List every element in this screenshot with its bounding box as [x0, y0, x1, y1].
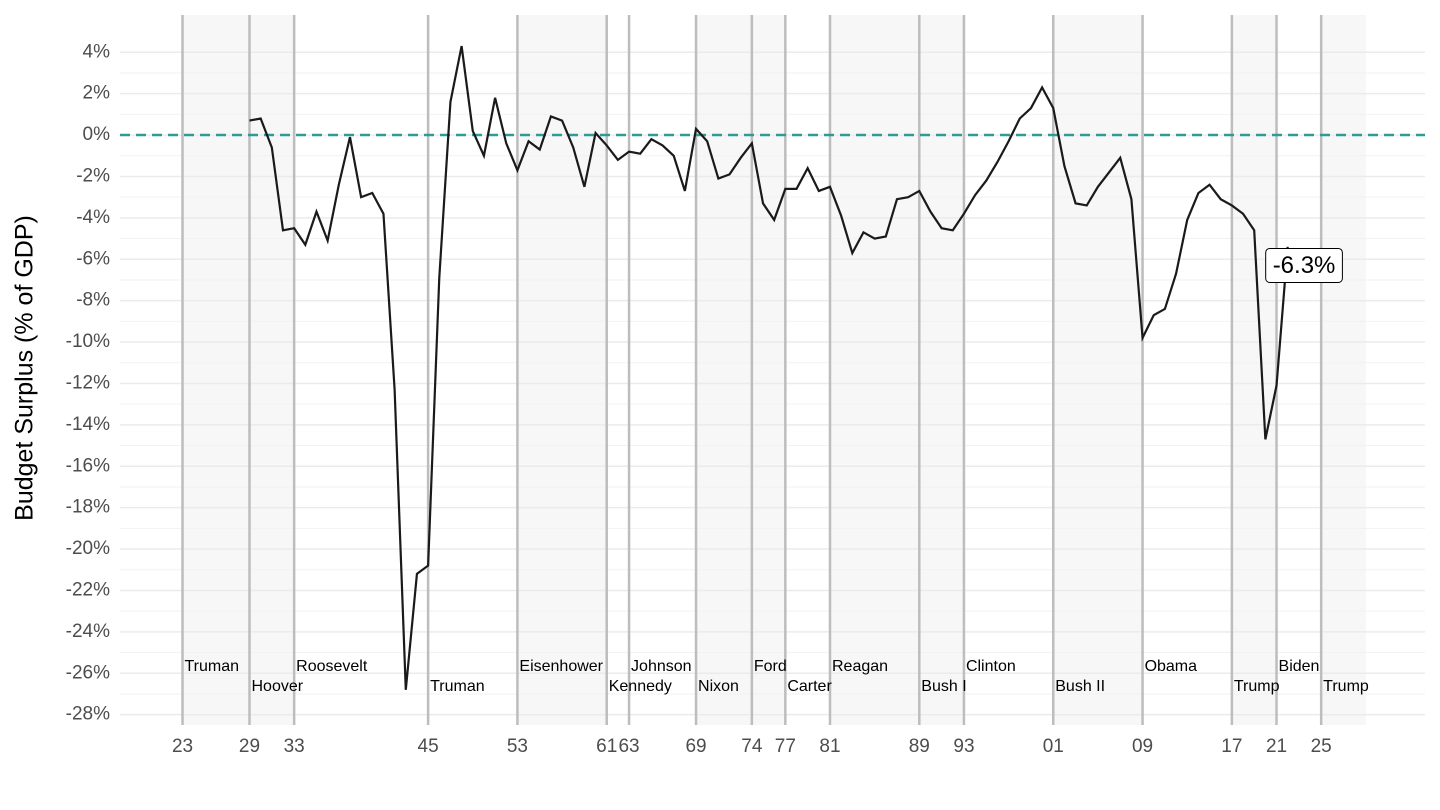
president-label: Carter	[787, 678, 832, 695]
president-band	[1321, 15, 1366, 725]
president-band	[182, 15, 250, 725]
y-tick-label: -20%	[66, 538, 110, 559]
president-band	[606, 15, 630, 725]
president-label: Kennedy	[609, 678, 672, 695]
x-tick-label: 09	[1132, 736, 1153, 757]
president-band	[919, 15, 964, 725]
president-band	[696, 15, 752, 725]
president-band	[963, 15, 1054, 725]
x-tick-label: 74	[741, 736, 763, 757]
president-label: Trump	[1323, 678, 1369, 695]
president-label: Bush I	[921, 678, 966, 695]
president-band	[428, 15, 518, 725]
y-tick-label: -10%	[66, 331, 110, 352]
president-label: Trump	[1234, 678, 1280, 695]
y-tick-label: -26%	[66, 662, 110, 683]
president-band	[751, 15, 786, 725]
annotation-box	[1265, 247, 1343, 283]
president-label: Eisenhower	[519, 658, 603, 675]
y-tick-label: -4%	[76, 207, 110, 228]
president-band	[294, 15, 429, 725]
x-tick-label: 25	[1311, 736, 1332, 757]
x-tick-label: 63	[618, 736, 639, 757]
x-tick-label: 69	[685, 736, 706, 757]
president-label: Johnson	[631, 658, 692, 675]
president-label: Hoover	[251, 678, 303, 695]
president-label: Obama	[1145, 658, 1198, 675]
x-tick-label: 01	[1043, 736, 1064, 757]
x-tick-label: 81	[819, 736, 840, 757]
y-tick-label: -16%	[66, 455, 110, 476]
y-tick-label: -14%	[66, 414, 110, 435]
x-tick-label: 29	[239, 736, 260, 757]
president-label: Bush II	[1055, 678, 1105, 695]
y-axis-label: Budget Surplus (% of GDP)	[11, 215, 39, 521]
president-band	[1142, 15, 1232, 725]
president-label: Truman	[185, 658, 240, 675]
president-label: Reagan	[832, 658, 888, 675]
x-tick-label: 61	[596, 736, 617, 757]
y-tick-label: -24%	[66, 621, 110, 642]
y-tick-label: -18%	[66, 497, 110, 518]
x-tick-label: 23	[172, 736, 193, 757]
x-tick-label: 45	[418, 736, 439, 757]
y-tick-label: -12%	[66, 372, 110, 393]
x-tick-label: 17	[1221, 736, 1242, 757]
x-tick-label: 33	[284, 736, 305, 757]
president-band	[517, 15, 607, 725]
president-label: Nixon	[698, 678, 739, 695]
y-tick-label: 2%	[83, 83, 111, 104]
y-tick-label: -28%	[66, 704, 110, 725]
annotation-label: -6.3%	[1273, 252, 1336, 279]
data-line	[249, 45, 1289, 690]
y-tick-label: -2%	[76, 165, 110, 186]
x-tick-label: 93	[953, 736, 974, 757]
president-label: Truman	[430, 678, 485, 695]
president-band	[1053, 15, 1143, 725]
president-label: Clinton	[966, 658, 1016, 675]
president-label: Roosevelt	[296, 658, 368, 675]
y-tick-label: -22%	[66, 579, 110, 600]
x-tick-label: 77	[775, 736, 796, 757]
president-band	[829, 15, 920, 725]
y-tick-label: 0%	[83, 124, 111, 145]
x-tick-label: 53	[507, 736, 528, 757]
president-label: Ford	[754, 658, 787, 675]
y-tick-label: 4%	[83, 41, 111, 62]
president-label: Biden	[1279, 658, 1320, 675]
president-band	[629, 15, 697, 725]
y-tick-label: -8%	[76, 290, 110, 311]
president-band	[249, 15, 295, 725]
x-tick-label: 21	[1266, 736, 1287, 757]
x-tick-label: 89	[909, 736, 930, 757]
president-band	[1231, 15, 1277, 725]
y-tick-label: -6%	[76, 248, 110, 269]
president-band	[1276, 15, 1322, 725]
president-band	[785, 15, 830, 725]
